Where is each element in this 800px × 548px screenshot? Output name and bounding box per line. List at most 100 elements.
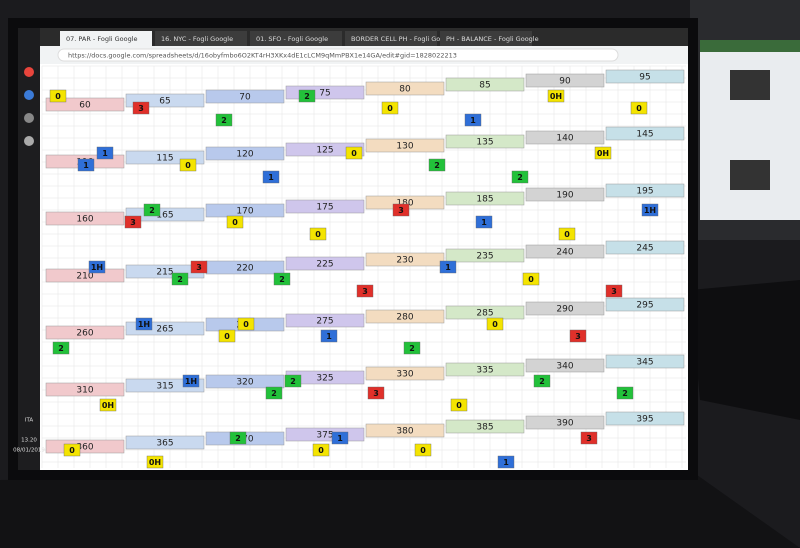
tab[interactable] <box>440 31 532 46</box>
cell[interactable] <box>218 329 236 343</box>
cell[interactable] <box>475 215 493 229</box>
cell[interactable] <box>428 158 446 172</box>
band <box>205 374 285 389</box>
taskbar-icon[interactable] <box>24 113 34 123</box>
cell[interactable] <box>63 443 81 457</box>
cell[interactable] <box>439 260 457 274</box>
tab[interactable] <box>250 31 342 46</box>
cell[interactable] <box>320 329 338 343</box>
band-label: 145 <box>636 130 653 140</box>
cell[interactable] <box>547 89 565 103</box>
band-label: 75 <box>319 89 330 99</box>
cell[interactable] <box>190 260 208 274</box>
cell[interactable] <box>486 317 504 331</box>
cell[interactable] <box>265 386 283 400</box>
cell[interactable] <box>52 341 70 355</box>
cell[interactable] <box>522 272 540 286</box>
band-label: 290 <box>556 305 573 315</box>
band <box>285 313 365 328</box>
cell[interactable] <box>99 398 117 412</box>
cell[interactable] <box>558 227 576 241</box>
band-label: 395 <box>636 415 653 425</box>
cell[interactable] <box>146 455 164 469</box>
url-field[interactable] <box>57 48 619 62</box>
cell[interactable] <box>262 170 280 184</box>
cell[interactable] <box>630 101 648 115</box>
cell[interactable] <box>464 113 482 127</box>
band <box>605 126 685 141</box>
band <box>525 358 605 373</box>
cell-value: 2 <box>304 92 310 101</box>
cell[interactable] <box>392 203 410 217</box>
taskbar-icon[interactable] <box>24 136 34 146</box>
cell[interactable] <box>356 284 374 298</box>
band-label: 230 <box>396 256 413 266</box>
cell[interactable] <box>143 203 161 217</box>
cell-value: 1 <box>445 263 451 272</box>
cell-value: 1H <box>138 320 150 329</box>
cell[interactable] <box>641 203 659 217</box>
band <box>365 252 445 267</box>
cell[interactable] <box>497 455 515 469</box>
band <box>365 138 445 153</box>
cell[interactable] <box>331 431 349 445</box>
cell[interactable] <box>580 431 598 445</box>
cell-value: 0 <box>315 230 321 239</box>
cell-value: 1 <box>337 434 343 443</box>
taskbar-icon[interactable] <box>24 90 34 100</box>
band <box>605 183 685 198</box>
cell[interactable] <box>533 374 551 388</box>
cell-value: 1 <box>83 161 89 170</box>
cell[interactable] <box>312 443 330 457</box>
band-label: 195 <box>636 187 653 197</box>
cell[interactable] <box>96 146 114 160</box>
cell[interactable] <box>229 431 247 445</box>
cell[interactable] <box>367 386 385 400</box>
cell[interactable] <box>298 89 316 103</box>
cell[interactable] <box>569 329 587 343</box>
cell-value: 2 <box>149 206 155 215</box>
cell-value: 0 <box>564 230 570 239</box>
cell-value: 2 <box>279 275 285 284</box>
band-label: 65 <box>159 97 170 107</box>
cell[interactable] <box>77 158 95 172</box>
cell[interactable] <box>309 227 327 241</box>
cell-value: 3 <box>138 104 144 113</box>
cell[interactable] <box>403 341 421 355</box>
cell[interactable] <box>594 146 612 160</box>
cell-value: 0H <box>149 458 161 467</box>
cell[interactable] <box>132 101 150 115</box>
cell[interactable] <box>414 443 432 457</box>
cell[interactable] <box>345 146 363 160</box>
cell[interactable] <box>135 317 153 331</box>
cell[interactable] <box>215 113 233 127</box>
cell[interactable] <box>273 272 291 286</box>
cell[interactable] <box>171 272 189 286</box>
cell[interactable] <box>284 374 302 388</box>
band-label: 180 <box>396 199 413 209</box>
cell[interactable] <box>237 317 255 331</box>
cell[interactable] <box>605 284 623 298</box>
tab[interactable] <box>155 31 247 46</box>
band-label: 280 <box>396 313 413 323</box>
band-label: 190 <box>556 191 573 201</box>
cell[interactable] <box>450 398 468 412</box>
tab[interactable] <box>345 31 437 46</box>
cell-value: 2 <box>177 275 183 284</box>
band <box>205 89 285 104</box>
cell[interactable] <box>616 386 634 400</box>
tab[interactable] <box>60 31 152 46</box>
cell[interactable] <box>179 158 197 172</box>
band-label: 295 <box>636 301 653 311</box>
band-label: 170 <box>236 207 253 217</box>
cell[interactable] <box>226 215 244 229</box>
cell[interactable] <box>88 260 106 274</box>
cell[interactable] <box>49 89 67 103</box>
taskbar-icon[interactable] <box>24 67 34 77</box>
cell[interactable] <box>381 101 399 115</box>
band-label: 365 <box>156 439 173 449</box>
cell[interactable] <box>511 170 529 184</box>
cell[interactable] <box>124 215 142 229</box>
band <box>365 423 445 438</box>
cell[interactable] <box>182 374 200 388</box>
